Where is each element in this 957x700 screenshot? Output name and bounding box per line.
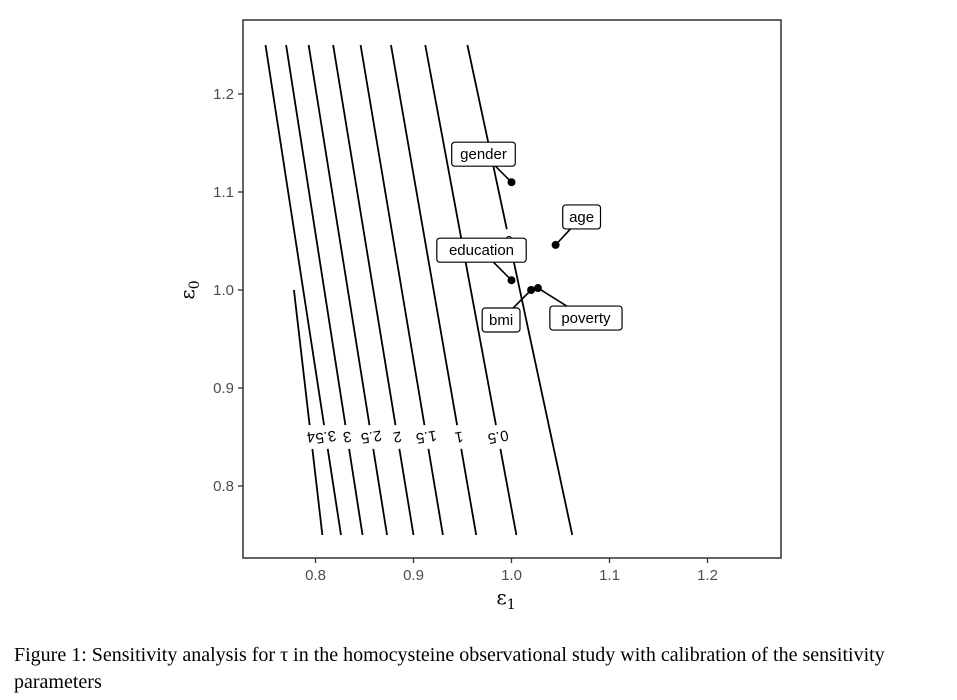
point-label-gender: gender xyxy=(460,146,507,163)
x-axis-title-subscript: 1 xyxy=(507,597,516,613)
point-label-box-poverty xyxy=(549,305,623,331)
x-tick-label: 1.2 xyxy=(697,567,718,584)
x-tick-label: 0.9 xyxy=(403,567,424,584)
y-axis-title: ε0 xyxy=(175,280,203,299)
y-tick-label: 1.2 xyxy=(213,86,234,103)
y-tick-label: 0.8 xyxy=(213,478,234,495)
contour-label-bg xyxy=(386,423,409,451)
point-label-box-gender xyxy=(451,141,516,167)
contour-label-bg xyxy=(336,423,358,451)
contour-line-3.5 xyxy=(264,44,342,536)
contour-label-1: 1 xyxy=(454,427,465,445)
contour-label-bg xyxy=(487,423,510,451)
point-label-education: education xyxy=(449,242,514,259)
point-education xyxy=(507,276,516,285)
contour-line-2 xyxy=(332,44,415,536)
contour-label-group-0.5: 0.5 xyxy=(486,423,510,451)
point-label-box-education xyxy=(436,237,527,263)
contour-label-group-2: 2 xyxy=(386,423,409,451)
point-poverty xyxy=(533,284,542,293)
point-label-age: age xyxy=(569,209,594,226)
point-label-box-bmi xyxy=(481,307,521,333)
contour-label-group-1.5: 1.5 xyxy=(415,423,438,451)
y-axis-title-subscript: 0 xyxy=(187,280,203,289)
contour-label-0.5: 0.5 xyxy=(486,426,510,447)
contour-label-bg xyxy=(360,423,383,451)
contour-line-1 xyxy=(390,44,478,536)
contour-labels: 43.532.521.510.50 xyxy=(300,227,521,451)
contour-label-bg xyxy=(315,423,337,451)
contour-line-2.5 xyxy=(307,44,388,536)
contour-line-1.5 xyxy=(359,44,444,536)
x-tick-label: 1.1 xyxy=(599,567,620,584)
point-label-box-age xyxy=(562,204,602,230)
y-axis: 0.8 0.9 1.0 1.1 1.2 xyxy=(213,86,243,495)
x-tick-label: 1.0 xyxy=(501,567,522,584)
contour-label-1.5: 1.5 xyxy=(415,426,438,446)
contour-label-2: 2 xyxy=(392,427,403,445)
y-tick-label: 1.1 xyxy=(213,184,234,201)
point-label-bmi: bmi xyxy=(489,312,513,329)
contour-label-group-2.5: 2.5 xyxy=(360,423,383,451)
contour-label-3: 3 xyxy=(342,427,353,445)
contour-line-0.5 xyxy=(424,44,518,536)
sensitivity-contour-chart: 43.5 3 2.5 2 1.5 1 0.5 0 gender age education bmi p… xyxy=(175,19,782,613)
contour-label-group-3: 3 xyxy=(336,423,358,451)
plot-panel xyxy=(242,19,782,559)
contour-label-bg xyxy=(415,423,438,451)
point-gender xyxy=(507,178,516,187)
x-tick-label: 0.8 xyxy=(305,567,326,584)
contour-line-0 xyxy=(466,44,574,536)
contour-line-4 xyxy=(293,289,324,536)
contour-label-bg xyxy=(448,423,471,451)
contour-layer xyxy=(264,44,574,536)
contour-line-3 xyxy=(285,44,364,536)
point-bmi xyxy=(527,286,536,294)
x-axis-title: ε1 xyxy=(496,585,515,613)
point-age xyxy=(551,240,560,249)
y-tick-label: 1.0 xyxy=(213,282,234,299)
point-label-poverty: poverty xyxy=(561,310,611,327)
contour-label-group-1: 1 xyxy=(448,423,471,451)
contour-label-group-3.5: 3.5 xyxy=(314,423,337,451)
contour-label-3.5: 3.5 xyxy=(314,427,337,447)
x-axis: 0.8 0.9 1.0 1.1 1.2 xyxy=(305,558,718,584)
contour-label-4: 4 xyxy=(306,428,316,446)
figure-caption: Figure 1: Sensitivity analysis for τ in … xyxy=(14,644,885,693)
y-tick-label: 0.9 xyxy=(213,380,234,397)
contour-label-2.5: 2.5 xyxy=(360,426,383,446)
point-layer: gender age education bmi poverty xyxy=(436,141,623,333)
